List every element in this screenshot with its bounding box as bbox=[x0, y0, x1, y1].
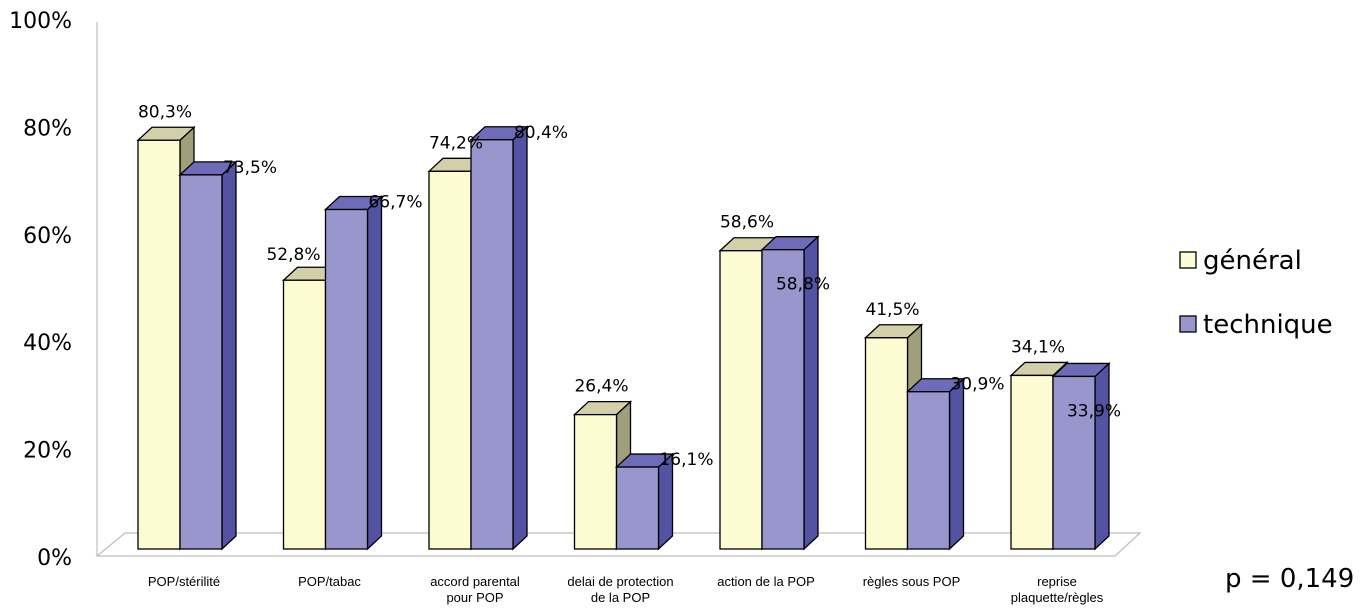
data-label: 58,6% bbox=[720, 213, 774, 233]
bar-front-face bbox=[179, 174, 223, 550]
category-label: accord parental bbox=[430, 574, 520, 589]
bars bbox=[136, 125, 1111, 551]
data-label: 80,4% bbox=[514, 123, 568, 143]
bar-technique bbox=[469, 125, 529, 551]
data-label: 30,9% bbox=[950, 375, 1004, 395]
bar-front-face bbox=[324, 208, 369, 550]
legend-swatch bbox=[1179, 315, 1197, 333]
y-tick-label: 80% bbox=[23, 116, 72, 141]
bar-front-face bbox=[1010, 374, 1054, 550]
bar-technique bbox=[323, 195, 384, 551]
category-label: delai de protection bbox=[567, 574, 673, 589]
data-label: 73,5% bbox=[223, 158, 277, 178]
data-label: 66,7% bbox=[368, 192, 422, 212]
bar-front-face bbox=[719, 250, 763, 550]
category-label: POP/stérilité bbox=[148, 574, 220, 589]
category-label: reprise bbox=[1037, 574, 1077, 589]
y-axis: 0% 20% 40% 60% 80% 100% bbox=[9, 9, 98, 571]
bar-front-face bbox=[906, 391, 951, 550]
data-label: 33,9% bbox=[1067, 401, 1121, 421]
category-label: action de la POP bbox=[717, 574, 815, 589]
legend-label: général bbox=[1203, 246, 1302, 276]
data-labels: 80,3% 73,5% 52,8% 66,7% 74,2% 80,4% 26,4% 16,1%… bbox=[138, 102, 1121, 470]
y-tick-label: 40% bbox=[23, 331, 72, 356]
bar-technique bbox=[178, 160, 238, 551]
bar-front-face bbox=[761, 249, 805, 550]
bar-side-face bbox=[221, 160, 237, 551]
legend-label: technique bbox=[1203, 310, 1333, 340]
bar-technique bbox=[760, 235, 820, 551]
category-label: POP/tabac bbox=[298, 574, 361, 589]
legend-swatch bbox=[1179, 251, 1197, 269]
y-tick-label: 100% bbox=[9, 9, 72, 34]
bar-front-face bbox=[428, 170, 472, 550]
y-tick-label: 0% bbox=[37, 546, 72, 571]
data-label: 41,5% bbox=[865, 300, 919, 320]
bar-front-face bbox=[137, 139, 181, 550]
bar-front-face bbox=[470, 139, 514, 550]
category-label: de la POP bbox=[591, 590, 650, 605]
bar-side-face bbox=[366, 195, 383, 551]
y-tick-label: 60% bbox=[23, 224, 72, 249]
p-value-annotation: p = 0,149 bbox=[1225, 564, 1354, 594]
data-label: 74,2% bbox=[429, 133, 483, 153]
bar-technique bbox=[905, 377, 966, 551]
legend-item: technique bbox=[1179, 310, 1333, 340]
category-labels: POP/stérilité POP/tabac accord parentalpou… bbox=[148, 574, 1104, 605]
bar-front-face bbox=[615, 466, 660, 550]
data-label: 16,1% bbox=[659, 450, 713, 470]
bar-side-face bbox=[512, 125, 528, 551]
bar-front-face bbox=[1052, 375, 1096, 550]
bar-side-face bbox=[948, 377, 965, 551]
bar-technique bbox=[614, 452, 675, 551]
bar-technique bbox=[1051, 361, 1111, 551]
bar-front-face bbox=[573, 413, 618, 550]
bar-front-face bbox=[864, 337, 909, 550]
category-label: règles sous POP bbox=[863, 574, 961, 589]
category-label: pour POP bbox=[446, 590, 503, 605]
bar-front-face bbox=[282, 279, 327, 550]
data-label: 34,1% bbox=[1011, 337, 1065, 357]
legend-item: général bbox=[1179, 246, 1302, 276]
data-label: 58,8% bbox=[776, 275, 830, 295]
category-label: plaquette/règles bbox=[1011, 590, 1104, 605]
bar-side-face bbox=[1094, 361, 1110, 551]
y-tick-label: 20% bbox=[23, 439, 72, 464]
data-label: 52,8% bbox=[266, 245, 320, 265]
legend: général technique bbox=[1179, 246, 1333, 340]
data-label: 80,3% bbox=[138, 102, 192, 122]
data-label: 26,4% bbox=[574, 377, 628, 397]
